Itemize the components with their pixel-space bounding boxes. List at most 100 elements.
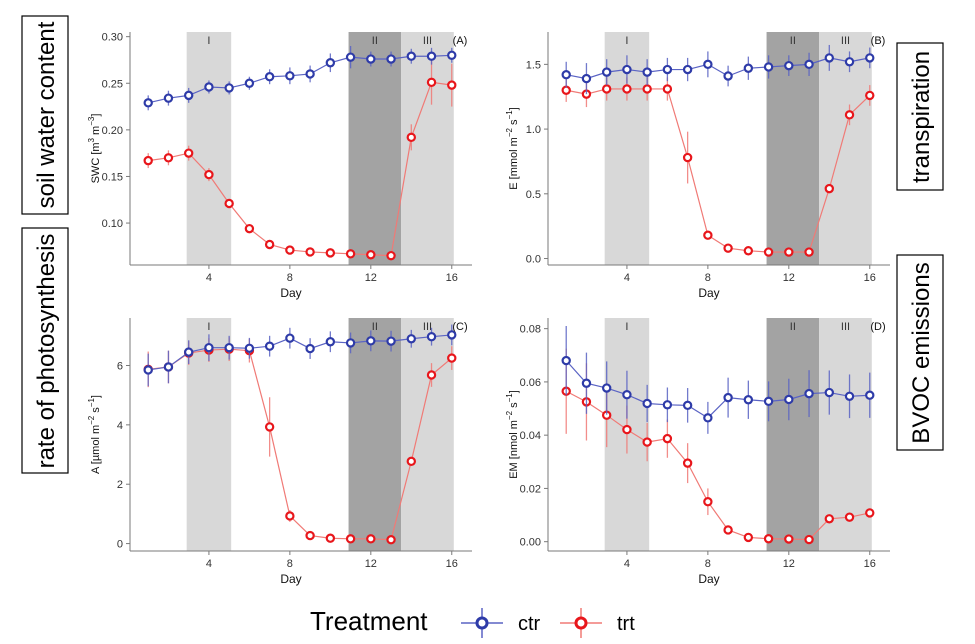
phase-band-III bbox=[819, 318, 872, 551]
data-point bbox=[642, 67, 652, 77]
data-point bbox=[865, 53, 875, 63]
data-point bbox=[601, 383, 612, 393]
y-tick-label: 0.10 bbox=[102, 218, 123, 230]
legend-title: Treatment bbox=[310, 606, 428, 636]
data-point bbox=[143, 365, 153, 375]
y-tick-label: 0.08 bbox=[520, 324, 541, 336]
y-axis-title-text: ] bbox=[90, 395, 102, 398]
data-point bbox=[244, 343, 255, 353]
y-tick-label: 4 bbox=[117, 420, 123, 432]
data-point bbox=[244, 78, 255, 88]
data-point bbox=[386, 535, 396, 545]
x-tick-label: 12 bbox=[783, 272, 795, 284]
data-point bbox=[325, 337, 336, 347]
y-tick-label: 2 bbox=[117, 479, 123, 491]
panel-tag: (C) bbox=[452, 321, 467, 333]
data-point bbox=[763, 396, 774, 407]
data-point bbox=[264, 422, 275, 432]
data-point bbox=[345, 534, 356, 544]
legend-label: ctr bbox=[518, 613, 541, 635]
y-axis-title-text: s bbox=[90, 407, 102, 416]
data-point bbox=[264, 341, 275, 351]
data-point bbox=[285, 511, 295, 521]
legend-marker bbox=[574, 616, 588, 630]
x-axis-title: Day bbox=[280, 572, 301, 586]
data-point bbox=[386, 336, 396, 346]
data-point bbox=[865, 508, 875, 518]
y-axis-title: E [mmol m−2 s−1] bbox=[505, 107, 520, 189]
x-tick-label: 4 bbox=[624, 272, 630, 284]
data-point bbox=[723, 71, 733, 81]
series-line-trt bbox=[566, 88, 871, 253]
y-axis-title-superscript: −2 bbox=[87, 415, 96, 425]
legend-label: trt bbox=[617, 613, 635, 635]
x-axis-title: Day bbox=[280, 286, 301, 300]
data-point bbox=[285, 245, 295, 255]
y-axis-title-text: s bbox=[508, 119, 520, 128]
data-point bbox=[143, 98, 153, 108]
legend: Treatment ctr trt bbox=[310, 606, 635, 638]
data-point bbox=[824, 387, 834, 398]
series-line-ctr bbox=[566, 57, 870, 80]
data-point bbox=[642, 398, 652, 409]
y-axis-title: A [µmol m−2 s−1] bbox=[87, 395, 102, 474]
phase-band-II bbox=[766, 32, 820, 265]
data-point bbox=[682, 152, 693, 163]
x-axis-title: Day bbox=[698, 572, 719, 586]
phase-label: I bbox=[625, 321, 628, 333]
data-point bbox=[682, 64, 693, 75]
data-point bbox=[601, 67, 612, 77]
x-tick-label: 12 bbox=[783, 558, 795, 570]
side-label-text: BVOC emissions bbox=[908, 262, 935, 443]
series-trt bbox=[561, 77, 875, 257]
data-point bbox=[824, 183, 834, 194]
data-point bbox=[345, 249, 356, 259]
data-point bbox=[743, 246, 754, 256]
data-point bbox=[642, 84, 652, 94]
data-point bbox=[662, 433, 673, 444]
data-point bbox=[784, 394, 794, 405]
y-tick-label: 0.04 bbox=[520, 430, 541, 442]
data-point bbox=[406, 132, 416, 143]
data-point bbox=[804, 388, 814, 399]
data-point bbox=[622, 64, 632, 75]
x-tick-label: 8 bbox=[705, 272, 711, 284]
y-tick-label: 0.02 bbox=[520, 483, 541, 495]
side-label-c: rate of photosynthesis bbox=[21, 227, 69, 474]
series-ctr bbox=[143, 45, 457, 111]
x-tick-label: 16 bbox=[446, 272, 458, 284]
y-axis-title-superscript: −1 bbox=[505, 393, 514, 403]
data-point bbox=[183, 148, 194, 158]
data-point bbox=[662, 64, 673, 75]
x-axis-title: Day bbox=[698, 286, 719, 300]
y-tick-label: 0.15 bbox=[102, 171, 123, 183]
phase-label: III bbox=[423, 35, 432, 47]
y-tick-label: 0.00 bbox=[520, 537, 541, 549]
data-point bbox=[784, 60, 794, 71]
data-point bbox=[163, 93, 174, 103]
data-point bbox=[264, 72, 275, 82]
legend-item-ctr[interactable]: ctr bbox=[461, 608, 541, 638]
legend-item-trt[interactable]: trt bbox=[560, 608, 635, 638]
y-axis-title-superscript: −3 bbox=[87, 116, 96, 126]
data-point bbox=[723, 525, 733, 535]
x-tick-label: 8 bbox=[705, 558, 711, 570]
data-point bbox=[865, 390, 875, 400]
data-point bbox=[366, 534, 376, 544]
data-point bbox=[581, 378, 592, 388]
data-point bbox=[804, 247, 814, 257]
data-point bbox=[224, 342, 234, 353]
phase-label: II bbox=[372, 35, 378, 47]
data-point bbox=[682, 458, 693, 468]
data-point bbox=[163, 362, 174, 372]
x-tick-label: 16 bbox=[864, 272, 876, 284]
y-axis-title-text: E [mmol m bbox=[508, 137, 520, 190]
data-point bbox=[305, 343, 315, 354]
data-point bbox=[366, 54, 376, 64]
data-point bbox=[426, 331, 437, 342]
data-point bbox=[447, 330, 457, 340]
y-axis-title-text: SWC [m bbox=[90, 142, 102, 183]
data-point bbox=[143, 155, 153, 166]
data-point bbox=[804, 59, 814, 70]
